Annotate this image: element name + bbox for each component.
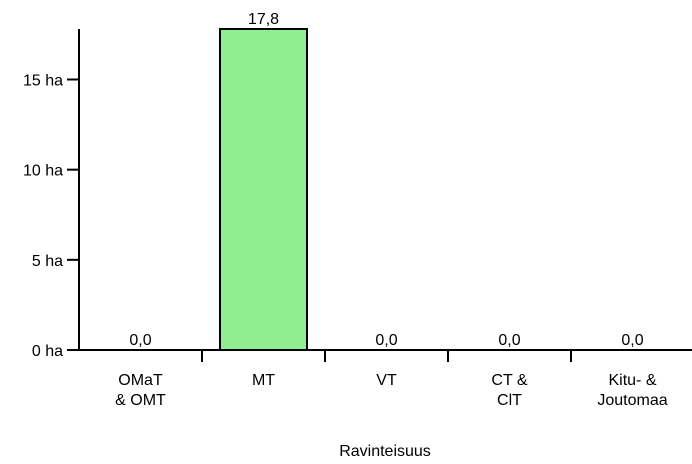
bar-value-label: 0,0 — [498, 332, 520, 349]
category-label: MT — [252, 372, 275, 389]
category-label: OMaT & OMT — [115, 372, 166, 409]
y-tick-label: 10 ha — [23, 163, 63, 180]
bar-value-label: 0,0 — [621, 332, 643, 349]
category-label: CT & ClT — [491, 372, 527, 409]
category-label: Kitu- & Joutomaa — [597, 372, 667, 409]
x-axis-title: Ravinteisuus — [339, 443, 431, 459]
y-tick-label: 5 ha — [32, 253, 63, 270]
bar-value-label: 0,0 — [129, 332, 151, 349]
axes — [67, 29, 692, 362]
bar — [219, 28, 308, 351]
category-label: VT — [376, 372, 397, 389]
y-tick-label: 15 ha — [23, 72, 63, 89]
y-tick-label: 0 ha — [32, 343, 63, 360]
bar-value-label: 0,0 — [375, 332, 397, 349]
labels: 0 ha 5 ha 10 ha 15 ha 0,0 OMaT & OMT 17,8 MT 0,0 V… — [23, 11, 668, 409]
bar-value-label: 17,8 — [248, 11, 279, 28]
bars — [219, 28, 308, 351]
